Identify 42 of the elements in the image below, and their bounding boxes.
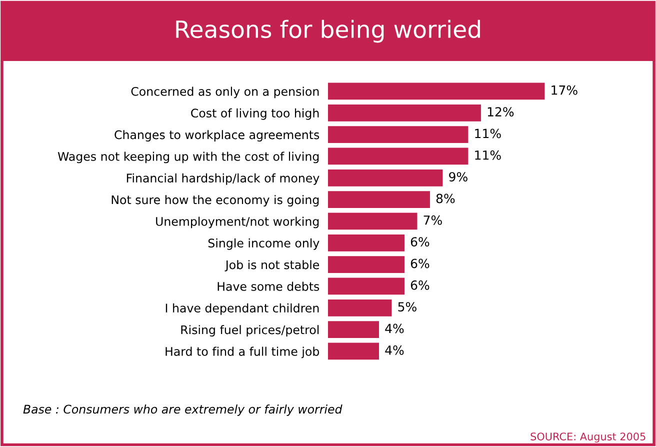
y-tick-label: Have some debts bbox=[218, 282, 320, 291]
bar bbox=[328, 278, 404, 295]
chart-title: Reasons for being worried bbox=[176, 20, 480, 43]
data-label: 6% bbox=[410, 258, 430, 268]
data-label: 12% bbox=[488, 107, 514, 117]
bar bbox=[328, 126, 468, 144]
bar bbox=[328, 148, 468, 165]
bar bbox=[328, 169, 443, 186]
bar bbox=[328, 299, 392, 316]
data-label: 17% bbox=[552, 85, 578, 95]
data-label: 7% bbox=[424, 215, 442, 225]
data-label: 11% bbox=[475, 128, 501, 138]
data-label: 4% bbox=[385, 345, 404, 355]
data-label: 11% bbox=[475, 150, 501, 160]
bar bbox=[328, 234, 404, 252]
y-tick-label: Rising fuel prices/petrol bbox=[181, 325, 319, 337]
y-tick-label: I have dependant children bbox=[166, 303, 319, 315]
data-label: 6% bbox=[410, 237, 430, 247]
data-label: 6% bbox=[410, 280, 430, 290]
bar bbox=[328, 256, 404, 274]
bar bbox=[328, 191, 430, 208]
y-tick-label: Hard to find a full time job bbox=[166, 346, 320, 358]
bar bbox=[328, 82, 545, 100]
bar bbox=[328, 212, 418, 230]
bar bbox=[328, 321, 379, 338]
bar bbox=[328, 104, 481, 122]
y-tick-label: Concerned as only on a pension bbox=[131, 86, 319, 98]
y-tick-label: Financial hardship/lack of money bbox=[126, 173, 320, 185]
y-tick-label: Unemployment/not working bbox=[156, 216, 319, 228]
data-label: 4% bbox=[385, 324, 404, 334]
data-label: 8% bbox=[436, 194, 455, 204]
y-tick-label: Wages not keeping up with the cost of living bbox=[58, 152, 319, 164]
y-tick-label: Job is not stable bbox=[224, 260, 320, 272]
y-tick-label: Single income only bbox=[208, 238, 320, 250]
bar bbox=[328, 342, 379, 360]
source-note: SOURCE: August 2005 bbox=[530, 432, 646, 442]
y-tick-label: Changes to workplace agreements bbox=[114, 130, 320, 142]
text: Base : Consumers who are extremely or fairly worried bbox=[23, 404, 342, 416]
data-label: 9% bbox=[449, 172, 468, 182]
y-tick-label: Not sure how the economy is going bbox=[112, 195, 319, 207]
data-label: 5% bbox=[398, 302, 416, 312]
y-tick-label: Cost of living too high bbox=[191, 108, 319, 120]
